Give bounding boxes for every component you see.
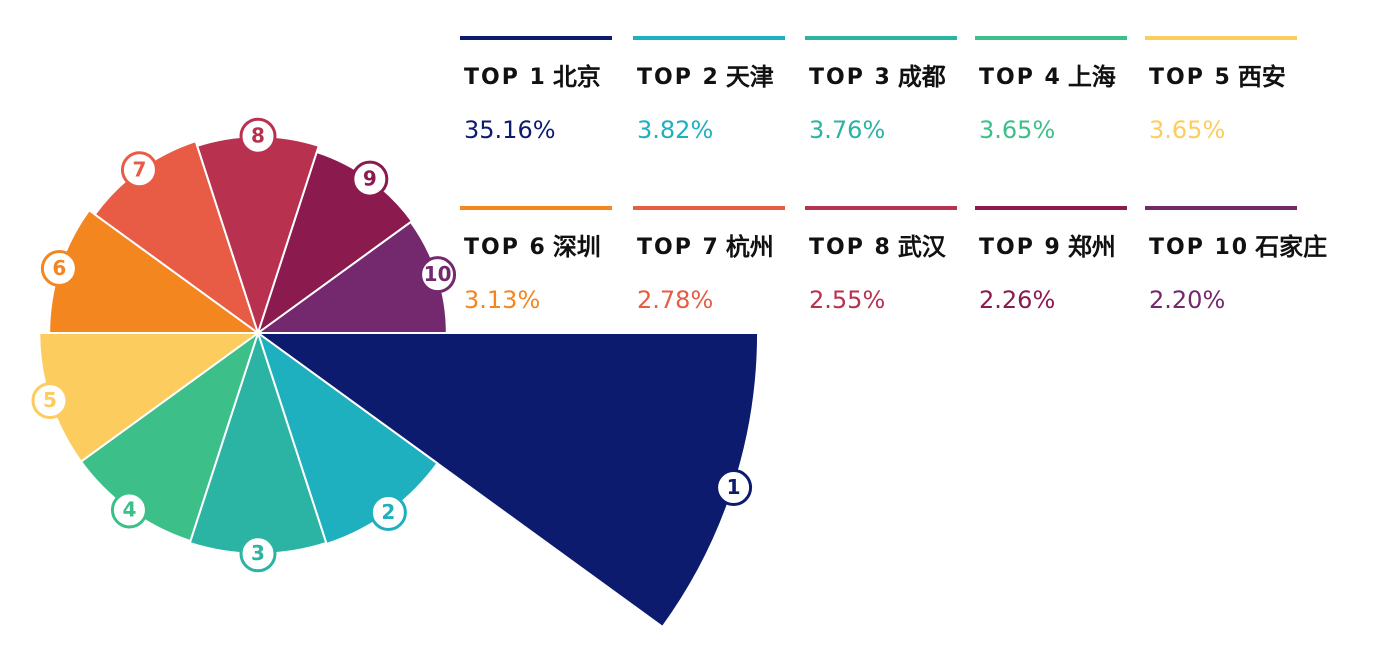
rank-number: 3: [251, 541, 265, 565]
legend-line: [633, 36, 785, 40]
legend-city: 西安: [1238, 63, 1286, 91]
rank-number: 7: [132, 157, 146, 181]
legend-top: TOP 2: [637, 65, 720, 90]
legend-line: [1145, 206, 1297, 210]
legend-city: 深圳: [553, 233, 601, 261]
rank-badge: [31, 382, 69, 420]
rank-number: 2: [381, 500, 395, 524]
legend-top: TOP 7: [637, 235, 720, 260]
rank-badge: [419, 256, 457, 294]
rank-badge: [110, 491, 148, 529]
legend-line: [975, 206, 1127, 210]
rank-number: 5: [43, 388, 57, 412]
legend-city: 郑州: [1068, 233, 1116, 261]
rank-badge: [369, 493, 407, 531]
legend-value: 2.78%: [637, 286, 713, 314]
legend-city: 天津: [726, 63, 774, 91]
legend-line: [1145, 36, 1297, 40]
legend-value: 3.13%: [464, 286, 540, 314]
legend-city: 武汉: [898, 233, 947, 261]
legend-value: 3.82%: [637, 116, 713, 144]
rank-badge: [40, 249, 78, 287]
legend-line: [805, 36, 957, 40]
rank-badge: [120, 151, 158, 189]
rank-badge: [715, 469, 753, 507]
rank-number: 6: [52, 256, 66, 280]
legend-value: 35.16%: [464, 116, 556, 144]
legend-line: [633, 206, 785, 210]
rank-badge: [351, 160, 389, 198]
legend-line: [460, 206, 612, 210]
legend-city: 上海: [1068, 63, 1116, 91]
legend-line: [975, 36, 1127, 40]
legend-value: 2.26%: [979, 286, 1055, 314]
legend-line: [805, 206, 957, 210]
legend-city: 石家庄: [1254, 233, 1327, 261]
legend-city: 杭州: [726, 233, 774, 261]
legend-top: TOP 4: [979, 65, 1062, 90]
legend-top: TOP 5: [1149, 65, 1232, 90]
rank-badge: [239, 535, 277, 573]
legend-value: 3.65%: [979, 116, 1055, 144]
legend-top: TOP 3: [809, 65, 892, 90]
rank-badge: [239, 117, 277, 155]
legend-top: TOP 10: [1149, 235, 1249, 260]
rank-number: 4: [122, 497, 136, 521]
legend-city: 成都: [898, 63, 946, 91]
legend-value: 2.20%: [1149, 286, 1225, 314]
rank-number: 1: [727, 475, 741, 499]
legend-top: TOP 6: [464, 235, 547, 260]
legend-city: 北京: [553, 63, 601, 91]
rank-number: 9: [363, 167, 377, 191]
legend-value: 2.55%: [809, 286, 885, 314]
legend-value: 3.76%: [809, 116, 885, 144]
legend-top: TOP 1: [464, 65, 547, 90]
legend-top: TOP 9: [979, 235, 1062, 260]
legend-line: [460, 36, 612, 40]
legend-top: TOP 8: [809, 235, 892, 260]
rank-number: 10: [424, 262, 452, 286]
rank-number: 8: [251, 124, 265, 148]
legend-value: 3.65%: [1149, 116, 1225, 144]
